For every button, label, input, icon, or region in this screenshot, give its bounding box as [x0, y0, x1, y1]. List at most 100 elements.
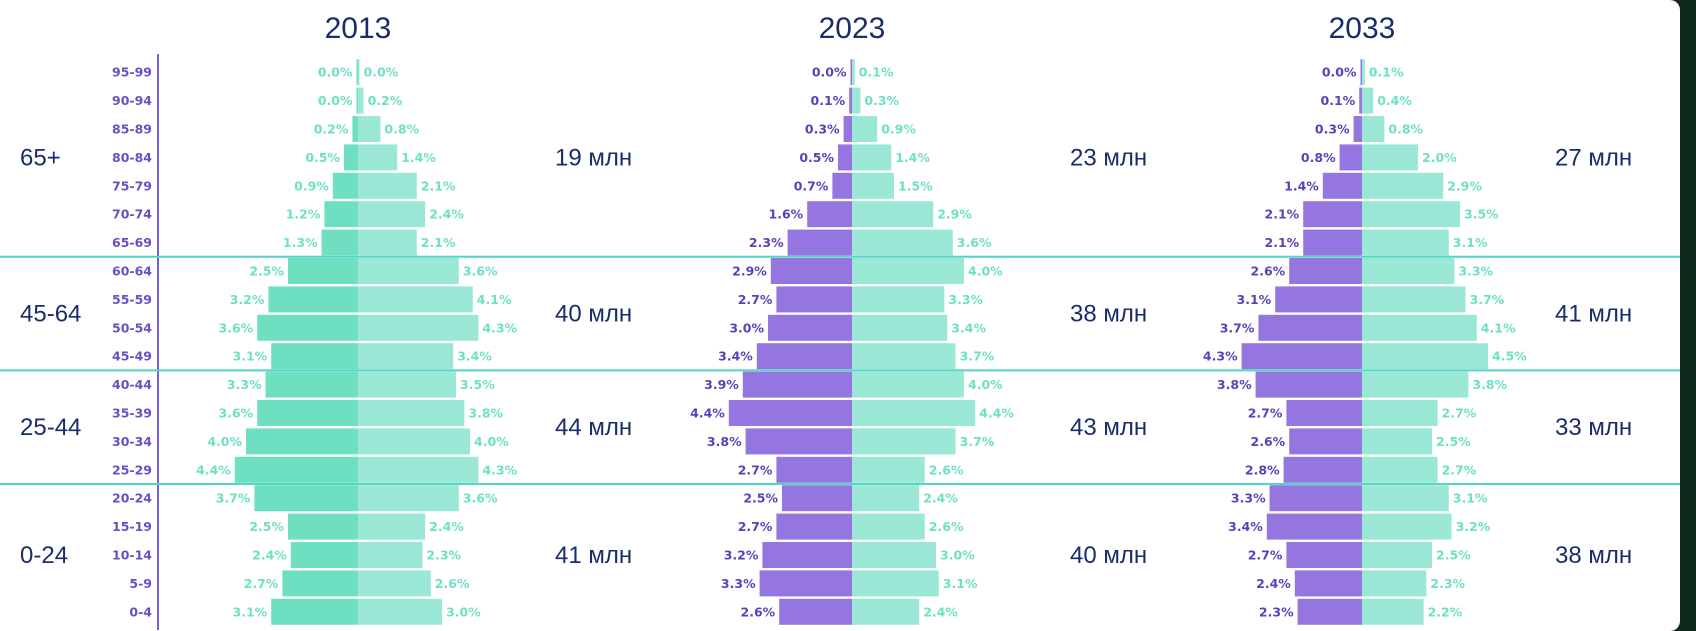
value-left-2033-15-19: 3.4% [1228, 519, 1263, 534]
bar-left-2023-80-84 [838, 144, 852, 171]
bar-left-2013-60-64 [288, 258, 358, 284]
bar-right-2033-5-9 [1362, 570, 1427, 597]
value-left-2013-90-94: 0.0% [318, 93, 353, 108]
bar-left-2013-80-84 [344, 144, 358, 171]
value-right-2023-50-54: 3.4% [951, 320, 986, 335]
value-left-2013-50-54: 3.6% [219, 320, 254, 335]
bar-right-2033-20-24 [1362, 485, 1449, 512]
bar-right-2023-70-74 [852, 201, 934, 228]
bar-left-2013-5-9 [282, 570, 358, 597]
bar-right-2023-80-84 [852, 144, 892, 171]
bar-right-2013-10-14 [358, 542, 423, 568]
bar-right-2013-35-39 [358, 400, 465, 426]
bar-left-2013-75-79 [332, 172, 358, 199]
bar-left-2033-80-84 [1339, 144, 1362, 171]
bar-left-2033-15-19 [1266, 513, 1362, 540]
value-right-2023-25-29: 2.6% [929, 462, 964, 477]
value-left-2013-0-4: 3.1% [233, 604, 268, 619]
value-right-2013-70-74: 2.4% [429, 207, 464, 222]
bar-right-2013-90-94 [358, 87, 364, 114]
bar-right-2023-40-44 [852, 371, 964, 398]
bar-right-2033-45-49 [1362, 343, 1488, 370]
bar-right-2033-95-99 [1362, 59, 1365, 86]
bar-right-2033-90-94 [1362, 87, 1374, 114]
bar-right-2033-35-39 [1362, 400, 1438, 426]
bar-right-2023-85-89 [852, 116, 878, 142]
group-label-65+: 65+ [20, 144, 61, 171]
value-right-2023-20-24: 2.4% [923, 491, 958, 506]
bar-left-2013-0-4 [271, 598, 358, 625]
age-label-0-4: 0-4 [129, 604, 152, 619]
value-left-2013-5-9: 2.7% [244, 576, 279, 591]
value-right-2023-5-9: 3.1% [943, 576, 978, 591]
bar-right-2013-55-59 [358, 286, 473, 313]
age-label-15-19: 15-19 [112, 519, 152, 534]
bar-left-2023-35-39 [728, 400, 852, 426]
bar-right-2023-55-59 [852, 286, 945, 313]
value-left-2013-45-49: 3.1% [233, 349, 268, 364]
value-left-2023-45-49: 3.4% [718, 349, 753, 364]
total-2023-25-44: 43 млн [1070, 414, 1147, 441]
bar-right-2013-65-69 [358, 229, 417, 256]
bar-right-2013-70-74 [358, 201, 426, 228]
value-left-2033-5-9: 2.4% [1256, 576, 1291, 591]
value-right-2033-60-64: 3.3% [1458, 264, 1493, 279]
bar-right-2033-10-14 [1362, 542, 1432, 568]
age-label-5-9: 5-9 [129, 576, 152, 591]
value-right-2033-35-39: 2.7% [1442, 406, 1477, 421]
bar-left-2023-50-54 [768, 314, 852, 341]
value-left-2033-45-49: 4.3% [1203, 349, 1238, 364]
value-right-2033-75-79: 2.9% [1447, 178, 1482, 193]
value-right-2013-25-29: 4.3% [482, 462, 517, 477]
value-right-2023-15-19: 2.6% [929, 519, 964, 534]
bar-right-2033-75-79 [1362, 172, 1444, 199]
bar-right-2023-0-4 [852, 598, 920, 625]
value-right-2033-95-99: 0.1% [1369, 65, 1404, 80]
bar-right-2033-60-64 [1362, 258, 1455, 284]
total-2013-0-24: 41 млн [555, 542, 632, 569]
bar-left-2013-50-54 [257, 314, 358, 341]
value-right-2013-20-24: 3.6% [463, 491, 498, 506]
value-left-2023-55-59: 2.7% [738, 292, 773, 307]
value-left-2033-30-34: 2.6% [1251, 434, 1286, 449]
value-right-2013-10-14: 2.3% [426, 548, 461, 563]
value-right-2013-60-64: 3.6% [463, 264, 498, 279]
bar-right-2023-50-54 [852, 314, 948, 341]
value-right-2033-15-19: 3.2% [1456, 519, 1491, 534]
bar-right-2013-20-24 [358, 485, 459, 512]
bar-left-2023-65-69 [787, 229, 852, 256]
value-left-2023-90-94: 0.1% [811, 93, 846, 108]
bar-right-2013-25-29 [358, 456, 479, 483]
age-label-40-44: 40-44 [112, 377, 152, 392]
bar-right-2023-30-34 [852, 428, 956, 455]
value-right-2023-35-39: 4.4% [979, 406, 1014, 421]
value-right-2023-45-49: 3.7% [960, 349, 995, 364]
value-right-2033-25-29: 2.7% [1442, 462, 1477, 477]
value-right-2033-0-4: 2.2% [1428, 604, 1463, 619]
bar-left-2023-0-4 [779, 598, 852, 625]
value-right-2033-20-24: 3.1% [1453, 491, 1488, 506]
bar-left-2033-5-9 [1294, 570, 1362, 597]
bar-right-2033-25-29 [1362, 456, 1438, 483]
value-left-2023-35-39: 4.4% [690, 406, 725, 421]
total-2013-45-64: 40 млн [555, 301, 632, 328]
bar-left-2023-30-34 [745, 428, 852, 455]
value-left-2013-60-64: 2.5% [249, 264, 284, 279]
bar-left-2013-85-89 [352, 116, 358, 142]
age-label-25-29: 25-29 [112, 462, 152, 477]
bar-left-2023-25-29 [776, 456, 852, 483]
value-left-2033-90-94: 0.1% [1321, 93, 1356, 108]
value-right-2013-65-69: 2.1% [421, 235, 456, 250]
bar-left-2033-60-64 [1289, 258, 1362, 284]
value-right-2013-55-59: 4.1% [477, 292, 512, 307]
value-right-2033-70-74: 3.5% [1464, 207, 1499, 222]
value-left-2023-50-54: 3.0% [729, 320, 764, 335]
value-right-2013-80-84: 1.4% [401, 150, 436, 165]
bar-left-2033-25-29 [1283, 456, 1362, 483]
bar-left-2033-45-49 [1241, 343, 1362, 370]
bar-left-2013-95-99 [356, 59, 358, 86]
bar-right-2023-15-19 [852, 513, 925, 540]
total-2023-65+: 23 млн [1070, 144, 1147, 171]
bar-left-2013-30-34 [246, 428, 358, 455]
value-right-2023-80-84: 1.4% [895, 150, 930, 165]
